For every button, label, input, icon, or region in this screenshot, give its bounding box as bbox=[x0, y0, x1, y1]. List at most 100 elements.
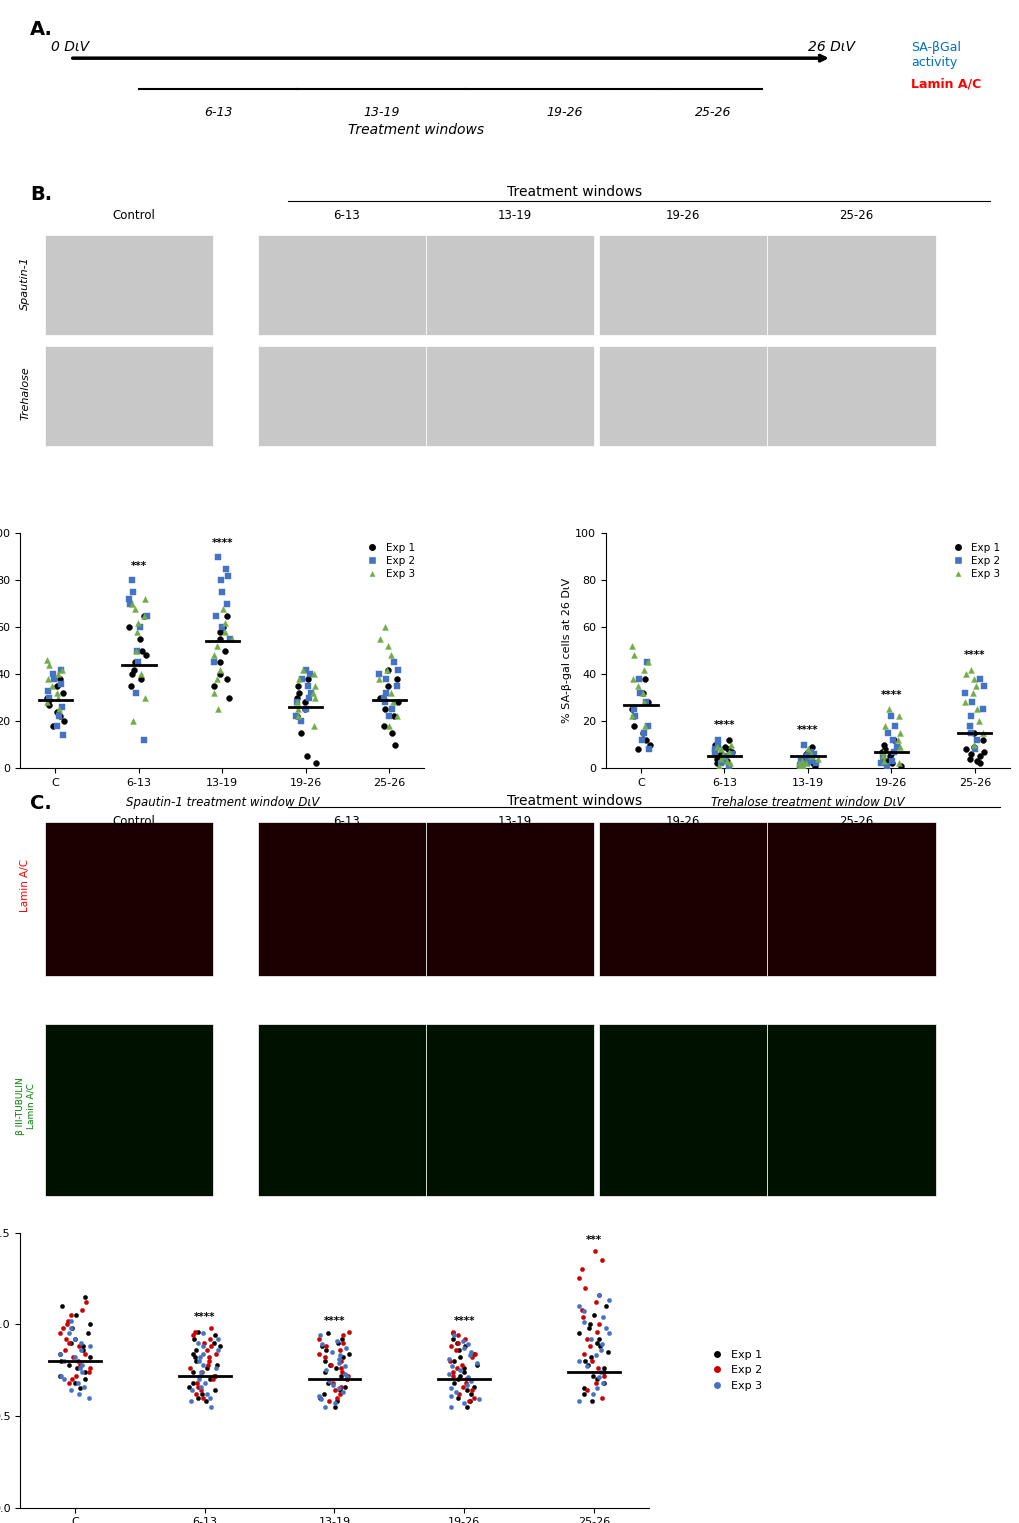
Point bbox=[121, 591, 138, 615]
Point bbox=[571, 1349, 587, 1374]
Point bbox=[77, 1290, 94, 1314]
Point bbox=[967, 673, 983, 698]
Point bbox=[720, 754, 737, 778]
Point bbox=[334, 1360, 351, 1384]
Point bbox=[56, 708, 72, 733]
Text: Lamin A/C: Lamin A/C bbox=[20, 859, 31, 912]
Point bbox=[288, 690, 305, 714]
Point bbox=[969, 708, 985, 733]
Point bbox=[186, 1327, 203, 1351]
Point bbox=[211, 650, 227, 675]
Point bbox=[974, 728, 990, 752]
Point bbox=[336, 1354, 353, 1378]
Point bbox=[626, 704, 642, 728]
FancyBboxPatch shape bbox=[426, 822, 594, 976]
Point bbox=[795, 755, 811, 780]
Point bbox=[639, 650, 655, 675]
Point bbox=[710, 745, 727, 769]
Point bbox=[207, 1378, 223, 1403]
Point bbox=[291, 667, 308, 691]
Point bbox=[625, 667, 641, 691]
Point bbox=[139, 603, 155, 627]
Point bbox=[383, 698, 399, 722]
Point bbox=[592, 1337, 608, 1362]
Point bbox=[576, 1299, 592, 1323]
Point bbox=[66, 1327, 83, 1351]
Point bbox=[55, 1316, 71, 1340]
Point bbox=[50, 685, 66, 710]
Legend: Exp 1, Exp 2, Exp 3: Exp 1, Exp 2, Exp 3 bbox=[701, 1345, 766, 1395]
Point bbox=[49, 673, 65, 698]
Point bbox=[290, 681, 307, 705]
Point bbox=[962, 742, 978, 766]
Point bbox=[455, 1360, 472, 1384]
Point bbox=[333, 1355, 350, 1380]
Point bbox=[65, 1345, 82, 1369]
Point bbox=[218, 603, 234, 627]
Point bbox=[803, 734, 819, 758]
Point bbox=[799, 746, 815, 771]
Point bbox=[52, 1322, 68, 1346]
Point bbox=[316, 1360, 332, 1384]
Point bbox=[222, 627, 238, 652]
Point bbox=[321, 1389, 337, 1413]
Point bbox=[712, 751, 729, 775]
Point bbox=[874, 739, 891, 763]
Point bbox=[338, 1368, 355, 1392]
Legend: Exp 1, Exp 2, Exp 3: Exp 1, Exp 2, Exp 3 bbox=[358, 539, 419, 583]
FancyBboxPatch shape bbox=[766, 822, 934, 976]
Point bbox=[571, 1293, 587, 1317]
Point bbox=[74, 1334, 91, 1359]
Point bbox=[961, 714, 977, 739]
Point bbox=[636, 714, 652, 739]
Point bbox=[299, 745, 315, 769]
Point bbox=[579, 1378, 595, 1403]
Text: A.: A. bbox=[31, 20, 53, 38]
Point bbox=[624, 698, 640, 722]
FancyBboxPatch shape bbox=[258, 235, 426, 335]
Point bbox=[445, 1349, 462, 1374]
Point bbox=[82, 1360, 98, 1384]
Point bbox=[224, 627, 240, 652]
Point bbox=[714, 746, 731, 771]
Point bbox=[589, 1331, 605, 1355]
Point bbox=[50, 663, 66, 687]
Point bbox=[891, 751, 907, 775]
Point bbox=[212, 620, 228, 644]
Point bbox=[307, 673, 323, 698]
Point bbox=[384, 690, 400, 714]
Point bbox=[571, 1266, 587, 1290]
Point bbox=[712, 742, 729, 766]
Point bbox=[579, 1327, 595, 1351]
Point bbox=[307, 751, 323, 775]
Point bbox=[441, 1349, 458, 1374]
Point bbox=[312, 1386, 328, 1410]
Point bbox=[39, 647, 55, 672]
Point bbox=[802, 745, 818, 769]
Point bbox=[594, 1371, 610, 1395]
Point bbox=[190, 1331, 206, 1355]
Point bbox=[575, 1305, 591, 1330]
Point bbox=[328, 1389, 344, 1413]
Point bbox=[874, 746, 891, 771]
Point bbox=[56, 1368, 72, 1392]
Point bbox=[797, 745, 813, 769]
Point bbox=[319, 1322, 335, 1346]
Point bbox=[469, 1351, 485, 1375]
Point bbox=[803, 749, 819, 774]
Point bbox=[624, 704, 640, 728]
Point bbox=[457, 1334, 473, 1359]
Text: ***: *** bbox=[586, 1235, 601, 1246]
Point bbox=[874, 745, 891, 769]
Point bbox=[709, 728, 726, 752]
Point bbox=[592, 1360, 608, 1384]
Point bbox=[328, 1328, 344, 1352]
Point bbox=[211, 1334, 227, 1359]
Point bbox=[597, 1316, 613, 1340]
Point bbox=[216, 638, 232, 663]
Point bbox=[293, 667, 310, 691]
Point bbox=[137, 685, 153, 710]
Point bbox=[63, 1308, 79, 1333]
Point bbox=[638, 690, 654, 714]
FancyBboxPatch shape bbox=[598, 235, 766, 335]
